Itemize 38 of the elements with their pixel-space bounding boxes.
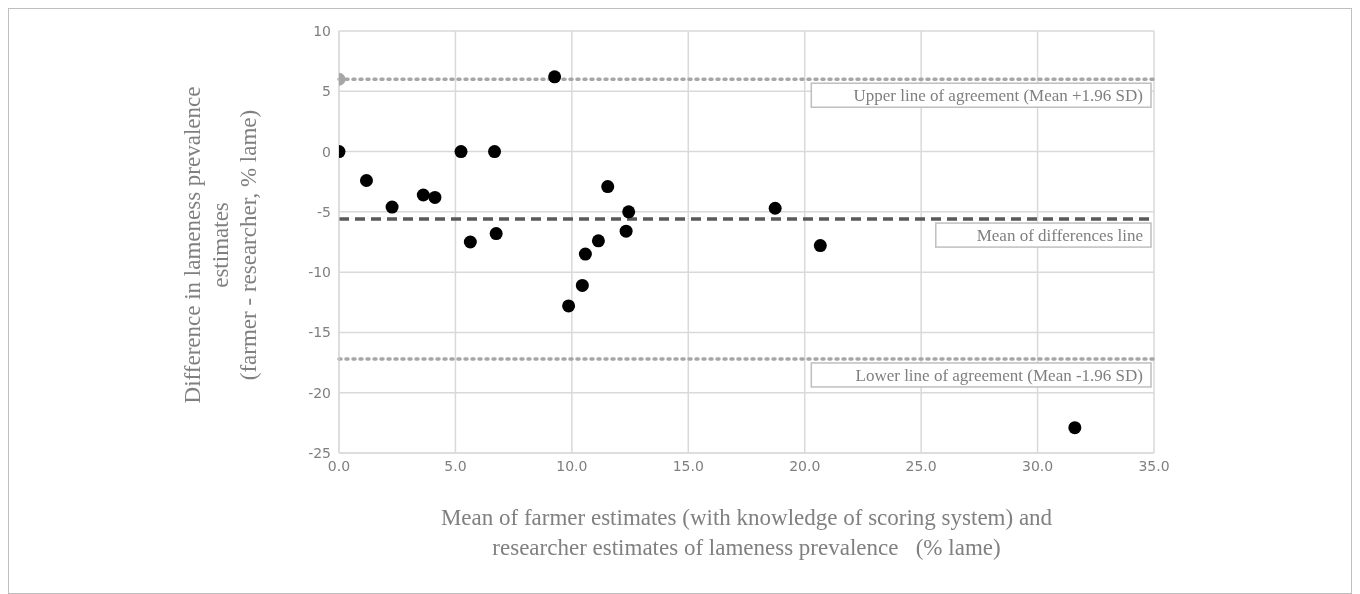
x-tick-label: 10.0 <box>556 457 588 474</box>
x-tick-label: 30.0 <box>1021 457 1054 474</box>
y-tick-label: 5 <box>322 83 331 100</box>
ref-line-label: Upper line of agreement (Mean +1.96 SD) <box>853 86 1143 106</box>
point <box>416 188 430 202</box>
point <box>591 234 605 248</box>
point <box>489 227 503 241</box>
point <box>428 190 442 204</box>
y-tick-label: 0 <box>322 143 331 160</box>
point <box>619 224 633 238</box>
point <box>548 70 562 84</box>
x-tick-label: 15.0 <box>672 457 704 474</box>
x-tick-label: 5.0 <box>444 457 467 474</box>
y-tick-label: -10 <box>308 264 331 281</box>
y-tick-label: 10 <box>313 22 331 39</box>
point <box>562 299 576 313</box>
point <box>575 278 589 292</box>
point <box>385 200 399 214</box>
x-axis-title: Mean of farmer estimates (with knowledge of scoring system) and researcher estimates of lameness prevalence (% lame) <box>439 504 1054 562</box>
y-tick-label: -15 <box>308 324 331 341</box>
y-tick-label: -5 <box>317 203 331 220</box>
point <box>578 247 592 261</box>
point <box>1068 421 1082 435</box>
point <box>768 201 782 215</box>
point <box>454 145 468 159</box>
x-tick-label: 25.0 <box>905 457 937 474</box>
ref-line-label: Lower line of agreement (Mean -1.96 SD) <box>855 365 1143 385</box>
y-axis-title: Difference in lameness prevalence estimates (farmer - researcher, % lame) <box>179 85 262 406</box>
y-tick-label: -20 <box>308 384 331 401</box>
point <box>813 239 827 253</box>
point <box>463 235 477 249</box>
point <box>601 180 615 194</box>
x-tick-label: 35.0 <box>1138 457 1170 474</box>
point <box>622 205 636 219</box>
point <box>359 174 373 188</box>
ref-line-label: Mean of differences line <box>976 226 1143 246</box>
x-tick-label: 20.0 <box>789 457 821 474</box>
point <box>488 145 502 159</box>
